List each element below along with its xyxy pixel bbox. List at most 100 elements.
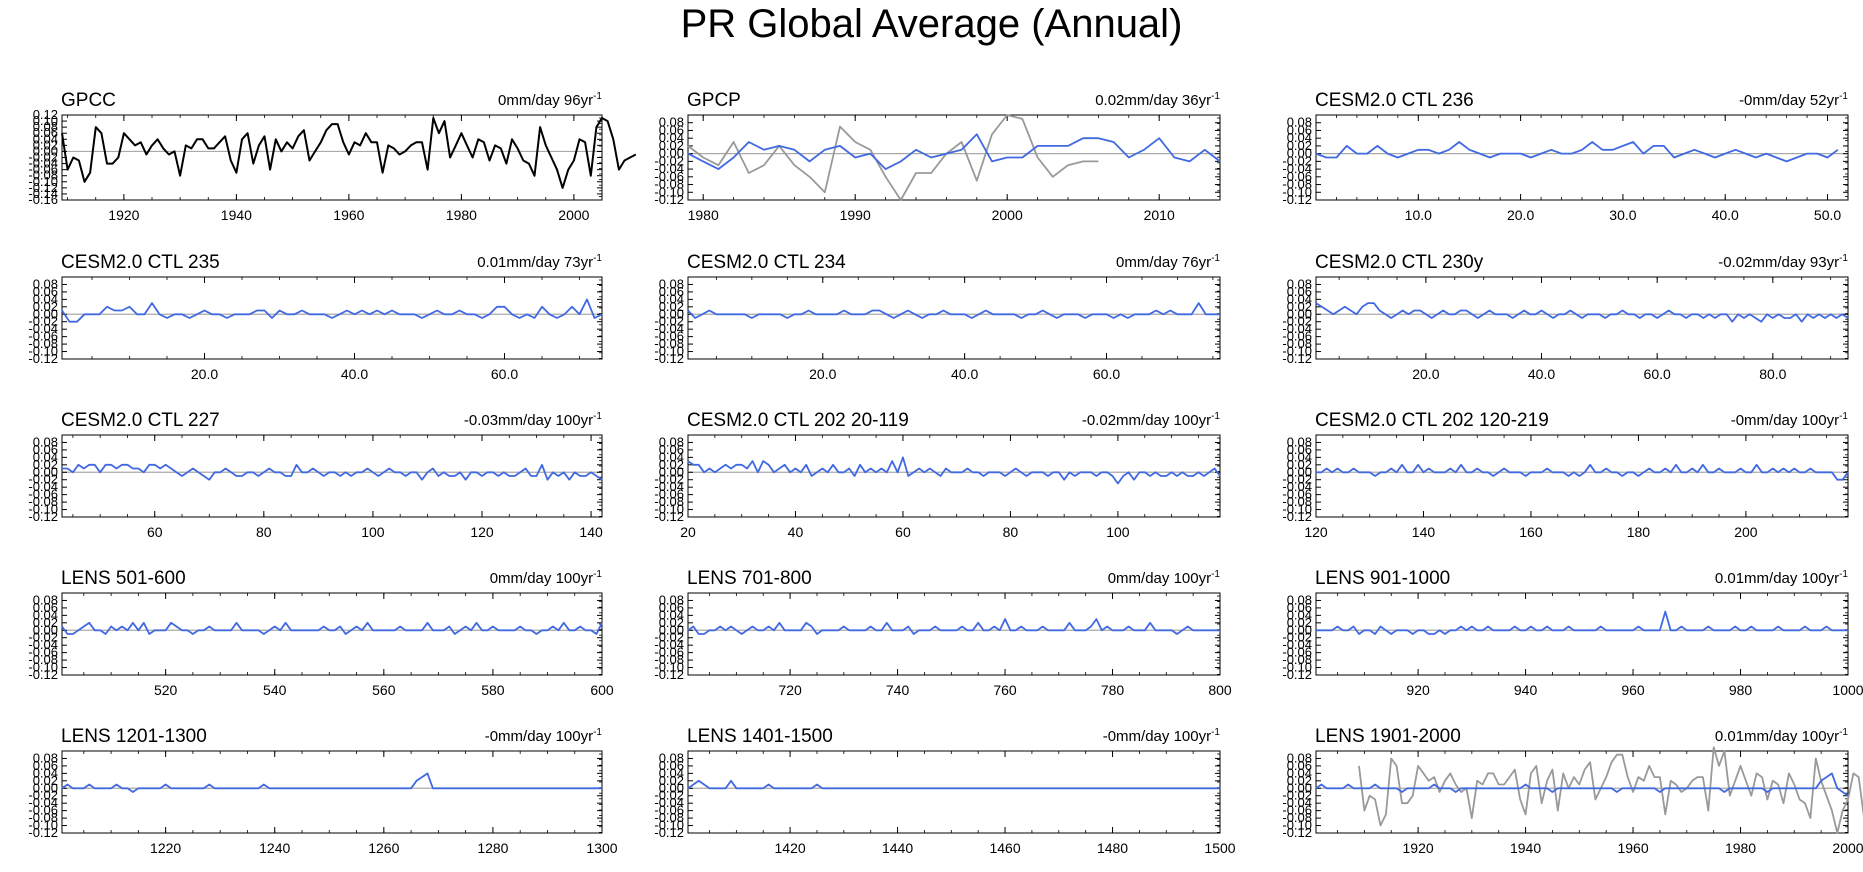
y-tick-label: 0.08 [1287,592,1312,607]
plot-frame [687,434,1221,518]
panel-14: 0.080.060.040.020.00-0.02-0.04-0.06-0.08… [654,726,1235,856]
y-tick-label: 0.02 [659,773,684,788]
x-tick-label: 1940 [1510,840,1541,856]
plot-frame [61,750,603,834]
panel-15: 0.080.060.040.020.00-0.02-0.04-0.06-0.08… [1282,726,1863,856]
x-tick-label: 920 [1406,682,1430,698]
y-tick-label: -0.10 [28,344,58,359]
x-tick-label: 140 [579,524,603,540]
trend-label: -0mm/day 52yr-1 [1739,91,1848,109]
panel-3: 0.080.060.040.020.00-0.02-0.04-0.06-0.08… [1282,90,1849,223]
trend-exponent: -1 [593,727,602,738]
panel-title: CESM2.0 CTL 234 [687,252,846,273]
trend-exponent: -1 [1839,569,1848,580]
y-tick-label: -0.06 [1282,329,1312,344]
panel-10: 0.080.060.040.020.00-0.02-0.04-0.06-0.08… [28,568,614,698]
x-tick-label: 1960 [1617,840,1648,856]
y-tick-label: -0.10 [28,660,58,675]
x-tick-label: 1260 [368,840,399,856]
panel-title: CESM2.0 CTL 230y [1315,252,1484,273]
trend-label: 0.01mm/day 73yr-1 [477,253,602,271]
trend-label: -0.03mm/day 100yr-1 [464,411,603,429]
overlay-series-line [687,114,1099,201]
x-tick-label: 30.0 [1609,207,1636,223]
y-tick-label: -0.08 [28,494,58,509]
y-tick-label: -0.08 [654,177,684,192]
y-tick-label: -0.10 [654,818,684,833]
y-tick-label: -0.08 [1282,336,1312,351]
y-tick-label: -0.06 [1282,803,1312,818]
y-tick-label: 0.06 [659,758,684,773]
trend-exponent: -1 [593,569,602,580]
panel-8: 0.080.060.040.020.00-0.02-0.04-0.06-0.08… [654,410,1221,540]
x-tick-label: 80 [1003,524,1019,540]
y-tick-label: 0.06 [1287,600,1312,615]
x-tick-label: 520 [154,682,178,698]
y-tick-label: 0.08 [659,592,684,607]
y-tick-label: 0.04 [659,130,684,145]
y-tick-label: -0.10 [28,818,58,833]
y-tick-label: 0.02 [1287,299,1312,314]
y-tick-label: -0.02 [28,630,58,645]
x-tick-label: 200 [1734,524,1758,540]
x-tick-label: 40.0 [1712,207,1739,223]
y-tick-label: -0.02 [654,153,684,168]
plot-frame [1315,592,1849,676]
panel-2: 0.080.060.040.020.00-0.02-0.04-0.06-0.08… [654,90,1221,223]
y-tick-label: 0.04 [1287,130,1312,145]
y-tick-label: 0.04 [1287,607,1312,622]
y-tick-label: -0.02 [1282,472,1312,487]
x-tick-label: 10.0 [1405,207,1432,223]
y-tick-label: 0.02 [659,138,684,153]
trend-exponent: -1 [593,411,602,422]
y-tick-label: -0.06 [654,329,684,344]
plot-frame [687,750,1221,834]
x-tick-label: 1940 [221,207,252,223]
panel-title: GPCC [61,90,116,111]
y-tick-label: -0.04 [654,479,684,494]
y-tick-label: 0.04 [33,449,58,464]
y-tick-label: -0.02 [1282,630,1312,645]
trend-exponent: -1 [593,91,602,102]
y-tick-label: -0.08 [654,810,684,825]
y-tick-label: 0.04 [659,607,684,622]
model-series-line [1316,610,1848,635]
y-tick-label: -0.10 [1282,660,1312,675]
panel-title: CESM2.0 CTL 235 [61,252,220,273]
y-tick-label: 0.02 [33,457,58,472]
panel-5: 0.080.060.040.020.00-0.02-0.04-0.06-0.08… [654,252,1221,382]
plot-frame [687,114,1221,201]
y-tick-label: 0.00 [659,146,684,161]
y-tick-label: -0.12 [28,667,58,682]
y-tick-label: 0.04 [659,291,684,306]
y-tick-label: -0.06 [654,645,684,660]
x-tick-label: 60.0 [1644,366,1671,382]
y-tick-label: -0.04 [654,321,684,336]
trend-exponent: -1 [1211,569,1220,580]
x-tick-label: 60 [895,524,911,540]
y-tick-label: -0.08 [1282,652,1312,667]
y-tick-label: -0.02 [654,788,684,803]
trend-label: -0.02mm/day 93yr-1 [1718,253,1848,271]
y-tick-label: 0.04 [659,449,684,464]
y-tick-label: 0.08 [33,434,58,449]
x-tick-label: 20.0 [191,366,218,382]
y-tick-label: 0.04 [33,607,58,622]
y-tick-label: 0.02 [1287,615,1312,630]
y-tick-label: -0.10 [654,660,684,675]
x-tick-label: 80 [256,524,272,540]
y-tick-label: 0.02 [659,457,684,472]
model-series-line [1315,302,1849,323]
y-tick-label: -0.06 [654,803,684,818]
y-tick-label: 0.08 [33,276,58,291]
y-tick-label: 0.02 [1287,138,1312,153]
panel-title: LENS 1201-1300 [61,726,207,747]
x-tick-label: 20.0 [1507,207,1534,223]
x-tick-label: 180 [1627,524,1651,540]
model-series-line [61,298,603,323]
y-tick-label: -0.06 [28,487,58,502]
panel-13: 0.080.060.040.020.00-0.02-0.04-0.06-0.08… [28,726,617,856]
y-tick-label: -0.08 [654,652,684,667]
y-tick-label: 0.06 [33,442,58,457]
